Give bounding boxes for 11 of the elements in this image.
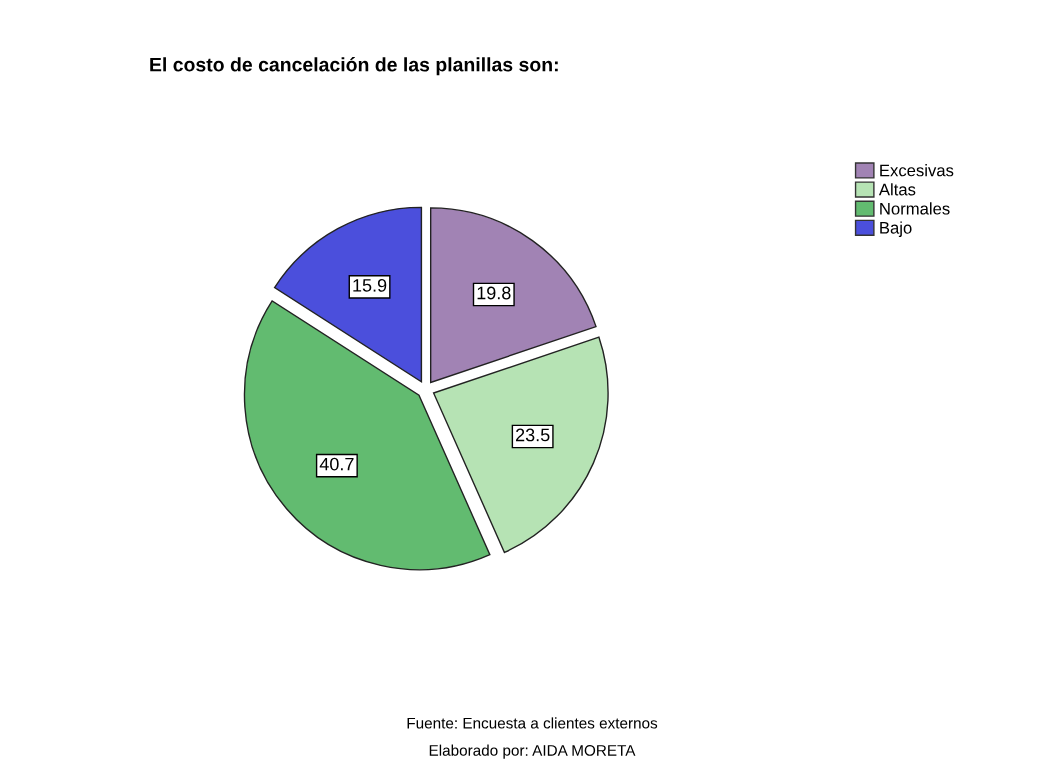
data-label: 19.8 [477,286,511,300]
legend-label: Normales [880,202,950,215]
legend-label: Excesivas [880,164,954,177]
chart-title: El costo de cancelación de las planillas son: [150,57,558,76]
text: Elaborado por: AIDA MORETA [429,744,636,759]
data-label: 40.7 [319,457,354,471]
data-label: 23.5 [516,428,550,442]
source-note: Fuente: Encuesta a clientes externos [407,717,658,729]
data-label: 15.9 [353,278,387,292]
legend-label: Altas [878,183,916,196]
legend-label: Bajo [880,221,912,238]
